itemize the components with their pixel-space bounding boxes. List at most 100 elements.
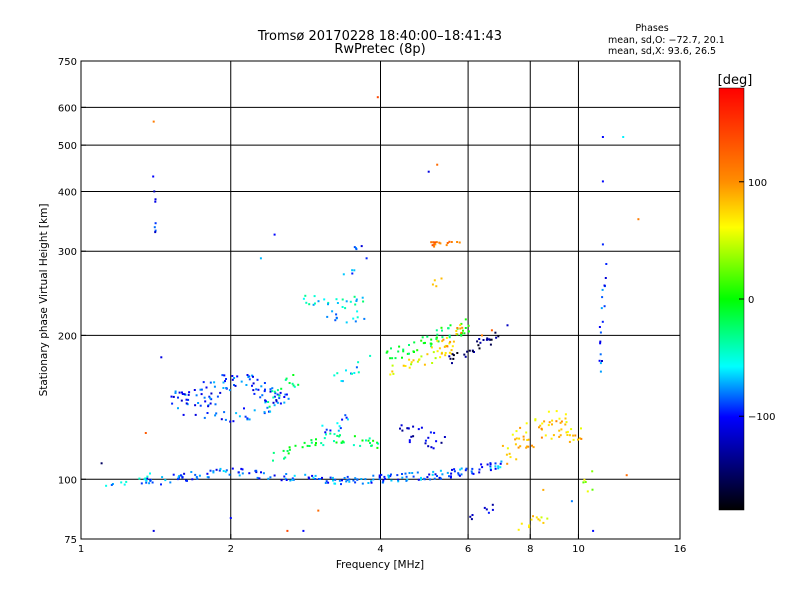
- echo-point: [413, 351, 415, 353]
- echo-point: [525, 431, 528, 434]
- echo-point: [408, 441, 411, 444]
- echo-point: [267, 477, 270, 480]
- echo-point: [600, 307, 603, 310]
- echo-point: [209, 381, 212, 384]
- echo-point: [151, 481, 154, 484]
- echo-point: [280, 479, 283, 482]
- echo-point: [452, 340, 455, 343]
- echo-point: [444, 354, 447, 357]
- echo-point: [497, 335, 500, 338]
- echo-point: [183, 393, 186, 396]
- echo-point: [543, 420, 546, 423]
- echo-point: [530, 518, 533, 521]
- echo-point: [278, 397, 281, 400]
- echo-point: [111, 483, 114, 485]
- echo-point: [451, 353, 454, 356]
- echo-point: [390, 347, 392, 350]
- echo-point: [223, 411, 226, 414]
- echo-point: [355, 366, 358, 369]
- echo-point: [365, 257, 368, 260]
- echo-point: [183, 472, 186, 475]
- echo-point: [391, 364, 394, 367]
- x-axis-label: Frequency [MHz]: [336, 559, 424, 571]
- echo-point: [335, 441, 338, 444]
- echo-point: [448, 355, 451, 358]
- echo-point: [306, 444, 309, 447]
- echo-point: [506, 447, 509, 450]
- echo-point: [479, 341, 482, 344]
- echo-point: [468, 349, 471, 352]
- echo-point: [531, 444, 533, 447]
- echo-point: [461, 326, 464, 329]
- echo-point: [348, 478, 351, 481]
- echo-point: [486, 463, 489, 466]
- echo-point: [460, 331, 463, 334]
- echo-point: [431, 283, 434, 286]
- echo-point: [491, 508, 494, 511]
- echo-point: [537, 518, 540, 521]
- echo-point: [599, 362, 602, 365]
- echo-point: [148, 482, 151, 485]
- echo-point: [472, 472, 475, 475]
- echo-point: [209, 397, 212, 400]
- echo-point: [187, 398, 190, 401]
- echo-point: [428, 473, 431, 476]
- echo-point: [506, 324, 509, 327]
- echo-point: [386, 350, 389, 353]
- echo-point: [145, 481, 148, 484]
- echo-point: [485, 508, 488, 511]
- echo-point: [390, 479, 393, 482]
- echo-point: [218, 469, 221, 472]
- echo-point: [471, 467, 474, 470]
- echo-point: [433, 477, 436, 480]
- echo-point: [449, 340, 452, 343]
- echo-point: [272, 401, 275, 404]
- echo-point: [340, 441, 343, 444]
- echo-point: [288, 382, 291, 384]
- phases-o-stats: mean, sd,O: −72.7, 20.1: [608, 35, 725, 46]
- echo-point: [248, 418, 251, 421]
- echo-point: [219, 391, 222, 394]
- echo-point: [440, 441, 443, 444]
- echo-point: [499, 462, 502, 465]
- echo-point: [188, 391, 191, 394]
- echo-point: [577, 438, 579, 441]
- echo-point: [185, 398, 188, 401]
- echo-point: [314, 444, 317, 447]
- echo-point: [540, 427, 543, 430]
- echo-point: [370, 481, 373, 484]
- echo-point: [348, 480, 351, 483]
- echo-point: [448, 351, 451, 354]
- echo-point: [361, 296, 364, 299]
- echo-point: [442, 338, 445, 341]
- echo-point: [417, 478, 420, 481]
- echo-point: [517, 446, 520, 449]
- echo-point: [558, 435, 561, 438]
- echo-point: [197, 402, 200, 404]
- echo-point: [352, 317, 355, 320]
- echo-point: [401, 429, 404, 432]
- echo-point: [345, 369, 347, 372]
- echo-point: [438, 347, 441, 350]
- echo-point: [279, 391, 282, 394]
- echo-point: [439, 477, 442, 480]
- chart-subtitle: RwPretec (8p): [334, 42, 425, 57]
- echo-point: [430, 446, 433, 449]
- echo-point: [550, 437, 553, 440]
- echo-point: [378, 474, 381, 477]
- echo-point: [582, 481, 585, 484]
- echo-point: [223, 374, 226, 377]
- echo-point: [317, 478, 320, 480]
- echo-point: [489, 469, 492, 472]
- echo-point: [194, 404, 197, 407]
- echo-point: [434, 243, 437, 246]
- echo-point: [564, 417, 567, 420]
- echo-point: [344, 414, 347, 417]
- echo-point: [497, 465, 500, 468]
- echo-point: [471, 472, 474, 475]
- echo-point: [481, 334, 483, 337]
- echo-point: [416, 349, 419, 352]
- echo-point: [123, 483, 126, 486]
- echo-point: [572, 434, 575, 437]
- echo-point: [282, 449, 285, 452]
